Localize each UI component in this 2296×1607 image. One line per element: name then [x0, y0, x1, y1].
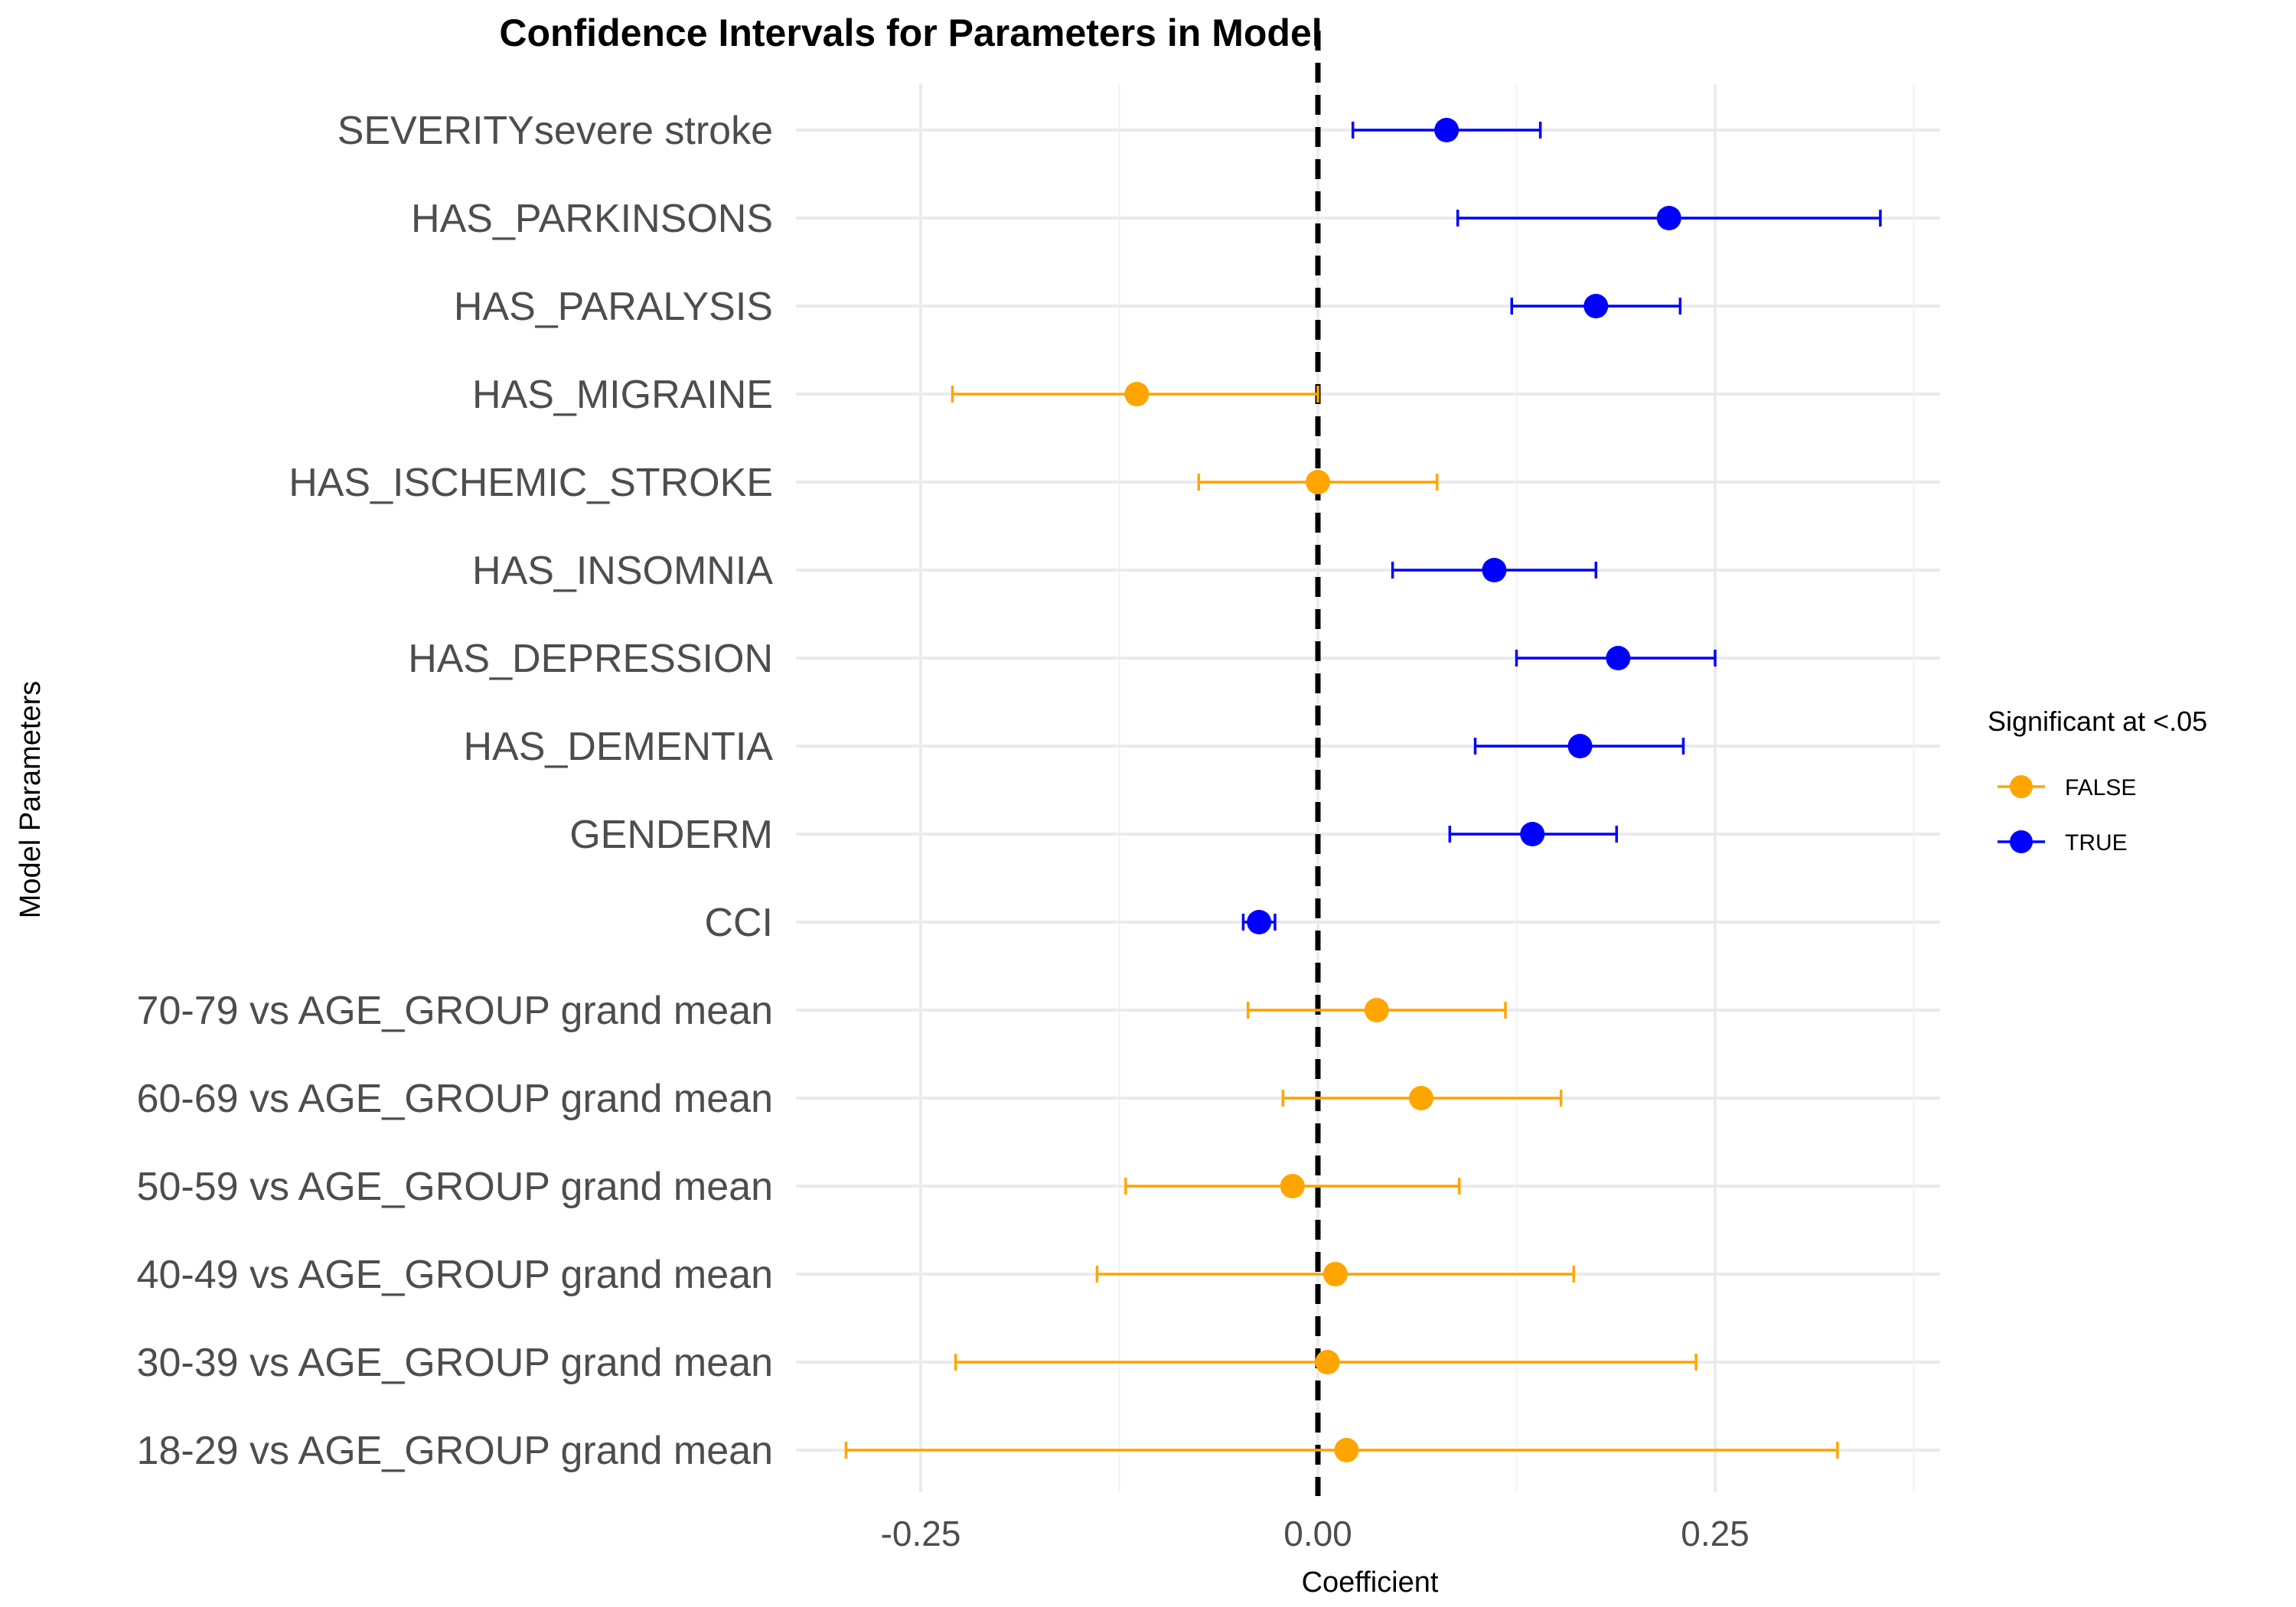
x-tick-label: 0.00	[1283, 1514, 1352, 1553]
ci-row	[844, 1438, 1839, 1462]
legend-key-point	[2010, 830, 2033, 853]
grid-layer	[796, 84, 1940, 1492]
ci-row	[1473, 734, 1685, 758]
ci-row	[1241, 910, 1277, 934]
y-tick-label: HAS_DEPRESSION	[408, 637, 773, 681]
x-tick-label: 0.25	[1681, 1514, 1750, 1553]
y-tick-label: 50-59 vs AGE_GROUP grand mean	[137, 1165, 773, 1209]
legend-item: FALSE	[1998, 775, 2136, 800]
estimate-point	[1247, 910, 1272, 934]
ci-row	[1124, 1174, 1461, 1198]
ci-row	[1095, 1262, 1575, 1286]
y-tick-label: HAS_MIGRAINE	[472, 373, 773, 417]
y-tick-label: SEVERITYsevere stroke	[338, 109, 773, 153]
legend-item: TRUE	[1998, 830, 2128, 856]
x-axis-title: Coefficient	[1302, 1566, 1439, 1599]
ci-row	[1351, 118, 1542, 142]
estimate-point	[1606, 646, 1631, 670]
legend-items: FALSE TRUE	[1998, 775, 2136, 856]
estimate-point	[1656, 206, 1681, 230]
y-tick-label: 30-39 vs AGE_GROUP grand mean	[137, 1341, 773, 1385]
ci-row	[1281, 1086, 1563, 1110]
ci-row	[954, 1350, 1698, 1374]
ci-row	[1246, 998, 1507, 1022]
estimate-point	[1322, 1262, 1348, 1286]
estimate-point	[1124, 382, 1150, 406]
estimate-point	[1306, 470, 1330, 494]
estimate-point	[1434, 118, 1459, 142]
estimate-point	[1567, 734, 1593, 758]
y-axis-title: Model Parameters	[15, 681, 47, 918]
estimate-point	[1583, 294, 1609, 318]
series-layer	[844, 118, 1882, 1462]
y-tick-label: CCI	[704, 901, 773, 945]
y-tick-label: HAS_PARKINSONS	[411, 197, 773, 241]
ci-row	[1391, 558, 1598, 582]
y-tick-label: 18-29 vs AGE_GROUP grand mean	[137, 1429, 773, 1473]
estimate-point	[1364, 998, 1389, 1022]
ci-row	[1510, 294, 1682, 318]
y-tick-labels: SEVERITYsevere stroke HAS_PARKINSONS HAS_P…	[137, 109, 774, 1473]
estimate-point	[1482, 558, 1507, 582]
ci-row	[1456, 206, 1882, 230]
estimate-point	[1280, 1174, 1305, 1198]
estimate-point	[1520, 822, 1545, 846]
estimate-point	[1334, 1438, 1359, 1462]
x-tick-labels: -0.25 0.00 0.25	[881, 1514, 1750, 1553]
x-tick-label: -0.25	[881, 1514, 961, 1553]
ci-row	[1197, 470, 1439, 494]
y-tick-label: 70-79 vs AGE_GROUP grand mean	[137, 989, 773, 1033]
y-tick-label: HAS_DEMENTIA	[463, 725, 773, 769]
y-tick-label: HAS_PARALYSIS	[454, 285, 773, 329]
y-tick-label: 60-69 vs AGE_GROUP grand mean	[137, 1077, 773, 1121]
y-tick-label: 40-49 vs AGE_GROUP grand mean	[137, 1253, 773, 1297]
legend-key-point	[2010, 775, 2033, 798]
estimate-point	[1408, 1086, 1433, 1110]
ci-row	[1515, 646, 1717, 670]
y-tick-label: HAS_INSOMNIA	[472, 549, 773, 593]
estimate-point	[1315, 1350, 1340, 1374]
ci-row	[951, 382, 1319, 406]
legend: Significant at <.05 FALSE TRUE	[1988, 706, 2207, 856]
legend-title: Significant at <.05	[1988, 706, 2207, 737]
legend-label: FALSE	[2065, 775, 2136, 800]
y-tick-label: GENDERM	[569, 813, 773, 857]
legend-label: TRUE	[2065, 830, 2128, 856]
chart-title: Confidence Intervals for Parameters in M…	[499, 11, 1322, 54]
ci-row	[1448, 822, 1619, 846]
y-tick-label: HAS_ISCHEMIC_STROKE	[289, 461, 773, 505]
